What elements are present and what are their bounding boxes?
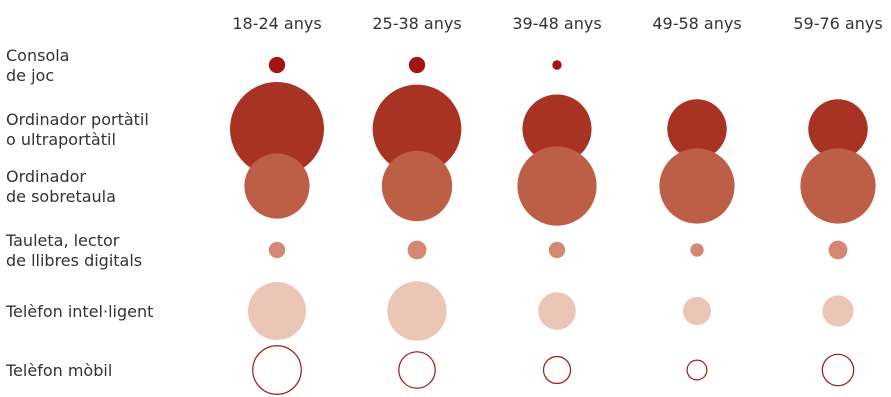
- bubble-ordinador-de-sobretaula-39-48-anys: [517, 146, 597, 226]
- bubble-telefon-intel-ligent-59-76-anys: [822, 295, 854, 327]
- bubble-ordinador-portatil-o-ultraportatil-59-76-anys: [808, 99, 868, 159]
- column-label-59-76-anys: 59-76 anys: [793, 14, 882, 33]
- bubble-telefon-intel-ligent-25-38-anys: [387, 281, 447, 341]
- row-label-line: de joc: [6, 66, 54, 85]
- bubble-tauleta-lector-de-llibres-digitals-59-76-anys: [828, 240, 848, 260]
- row-label-line: Ordinador portàtil: [6, 110, 149, 129]
- column-label-39-48-anys: 39-48 anys: [512, 14, 601, 33]
- bubble-ordinador-de-sobretaula-18-24-anys: [244, 153, 310, 219]
- row-label-line: de sobretaula: [6, 187, 116, 206]
- column-label-49-58-anys: 49-58 anys: [652, 14, 741, 33]
- row-label-line: o ultraportàtil: [6, 130, 116, 149]
- row-label-telefon-intel-ligent: Telèfon intel·ligent: [5, 302, 153, 321]
- bubble-ordinador-portatil-o-ultraportatil-25-38-anys: [372, 84, 462, 174]
- bubble-tauleta-lector-de-llibres-digitals-39-48-anys: [548, 241, 566, 259]
- row-label-telefon-mobil: Telèfon mòbil: [5, 361, 112, 380]
- bubble-consola-de-joc-18-24-anys: [268, 56, 286, 74]
- bubble-telefon-mobil-25-38-anys: [398, 351, 436, 389]
- row-label-line: Ordinador: [6, 167, 86, 186]
- bubble-consola-de-joc-25-38-anys: [408, 56, 426, 74]
- row-label-tauleta-lector-de-llibres-digitals: Tauleta, lector de llibres digitals: [5, 231, 142, 270]
- bubble-ordinador-portatil-o-ultraportatil-18-24-anys: [230, 82, 324, 176]
- bubble-ordinador-de-sobretaula-49-58-anys: [659, 148, 735, 224]
- row-label-line: Tauleta, lector: [5, 231, 120, 250]
- column-label-18-24-anys: 18-24 anys: [232, 14, 321, 33]
- bubble-ordinador-portatil-o-ultraportatil-39-48-anys: [522, 94, 592, 164]
- bubble-telefon-mobil-49-58-anys: [686, 359, 708, 381]
- row-label-line: Telèfon intel·ligent: [5, 302, 153, 321]
- row-label-ordinador-portatil-o-ultraportatil: Ordinador portàtil o ultraportàtil: [6, 110, 149, 149]
- bubble-consola-de-joc-39-48-anys: [552, 60, 562, 70]
- row-label-line: de llibres digitals: [6, 251, 142, 270]
- bubble-ordinador-portatil-o-ultraportatil-49-58-anys: [667, 99, 727, 159]
- bubble-ordinador-de-sobretaula-25-38-anys: [381, 150, 453, 222]
- bubble-ordinador-de-sobretaula-59-76-anys: [800, 148, 876, 224]
- row-label-line: Consola: [6, 46, 69, 65]
- bubble-telefon-mobil-39-48-anys: [542, 355, 572, 385]
- bubble-telefon-intel-ligent-18-24-anys: [248, 282, 306, 340]
- row-label-consola-de-joc: Consola de joc: [6, 46, 69, 85]
- column-label-25-38-anys: 25-38 anys: [372, 14, 461, 33]
- bubble-tauleta-lector-de-llibres-digitals-25-38-anys: [407, 240, 427, 260]
- bubble-tauleta-lector-de-llibres-digitals-49-58-anys: [690, 243, 704, 257]
- row-label-line: Telèfon mòbil: [5, 361, 112, 380]
- row-label-ordinador-de-sobretaula: Ordinador de sobretaula: [6, 167, 116, 206]
- bubble-telefon-mobil-18-24-anys: [252, 345, 302, 395]
- bubble-telefon-intel-ligent-49-58-anys: [682, 296, 712, 326]
- bubble-telefon-intel-ligent-39-48-anys: [538, 292, 576, 330]
- bubble-telefon-mobil-59-76-anys: [821, 353, 855, 387]
- bubble-tauleta-lector-de-llibres-digitals-18-24-anys: [268, 241, 286, 259]
